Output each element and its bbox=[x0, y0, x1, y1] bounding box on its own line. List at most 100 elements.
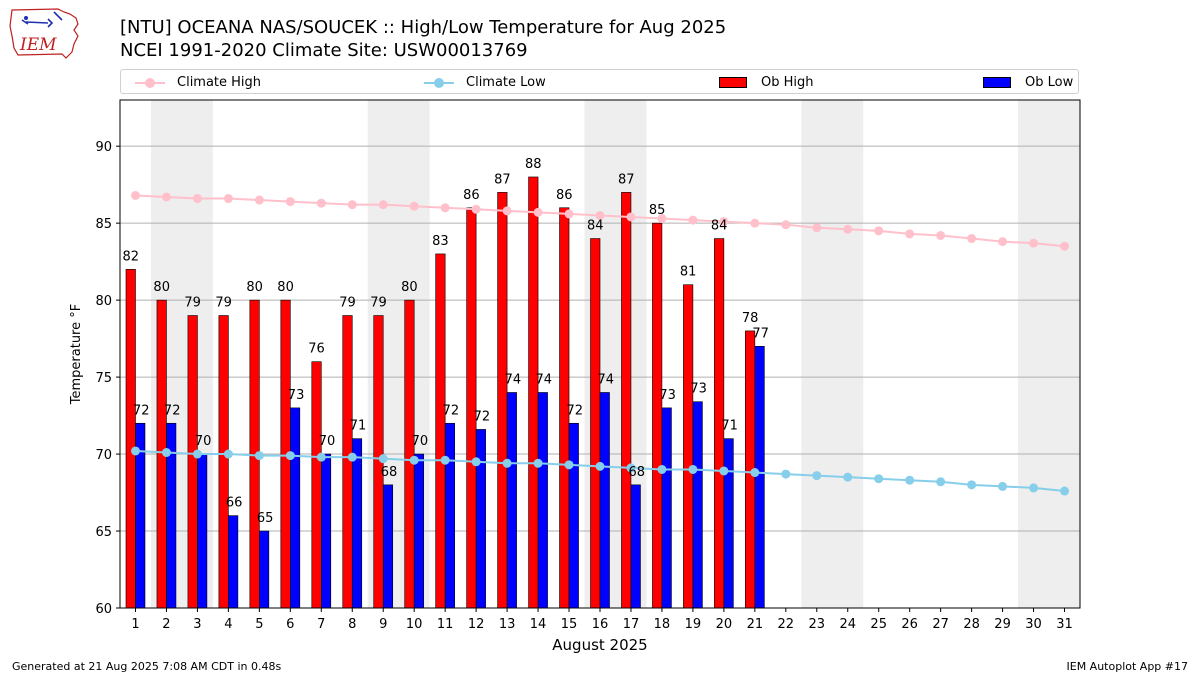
climate-low-point bbox=[471, 457, 481, 467]
climate-low-legend-icon bbox=[424, 77, 454, 88]
climate-high-point bbox=[843, 224, 853, 234]
climate-low-point bbox=[533, 458, 543, 468]
ob-high-bar bbox=[590, 238, 601, 609]
ob-low-bar bbox=[259, 530, 270, 609]
climate-low-point bbox=[626, 463, 636, 473]
x-tick-label: 12 bbox=[468, 617, 485, 632]
ob-high-bar bbox=[466, 207, 477, 609]
legend-item-climate-high: Climate High bbox=[135, 70, 261, 95]
climate-high-legend-icon bbox=[135, 77, 165, 88]
ob-low-bar bbox=[351, 438, 363, 609]
climate-low-point bbox=[967, 480, 977, 490]
ob-high-value-label: 84 bbox=[711, 219, 728, 234]
iem-logo: IEM bbox=[9, 8, 79, 59]
ob-high-value-label: 81 bbox=[680, 265, 697, 280]
ob-high-value-label: 86 bbox=[463, 188, 480, 203]
climate-high-point bbox=[564, 209, 574, 219]
y-tick-label: 75 bbox=[95, 371, 112, 386]
climate-low-point bbox=[285, 451, 295, 461]
x-tick-label: 30 bbox=[1025, 617, 1042, 632]
ob-low-value-label: 73 bbox=[659, 388, 676, 403]
climate-low-point bbox=[998, 481, 1008, 491]
chart-subtitle: NCEI 1991-2020 Climate Site: USW00013769 bbox=[120, 40, 528, 61]
x-tick-label: 8 bbox=[348, 617, 356, 632]
x-tick-label: 2 bbox=[162, 617, 170, 632]
climate-high-point bbox=[502, 206, 512, 216]
climate-high-point bbox=[750, 218, 760, 228]
climate-high-point bbox=[285, 197, 295, 207]
ob-low-value-label: 72 bbox=[133, 403, 150, 418]
climate-high-point bbox=[998, 237, 1008, 247]
weekend-band bbox=[801, 100, 864, 608]
ob-high-bar bbox=[218, 315, 229, 609]
x-tick-label: 21 bbox=[747, 617, 764, 632]
climate-low-point bbox=[781, 469, 791, 479]
y-tick-label: 70 bbox=[95, 448, 112, 463]
climate-high-point bbox=[595, 210, 605, 220]
ob-low-bar bbox=[320, 453, 332, 609]
x-tick-label: 14 bbox=[530, 617, 547, 632]
y-tick-label: 85 bbox=[95, 217, 112, 232]
climate-high-point bbox=[378, 200, 388, 210]
x-tick-label: 24 bbox=[839, 617, 856, 632]
ob-high-bar bbox=[683, 284, 694, 609]
climate-low-point bbox=[378, 454, 388, 464]
ob-low-bar bbox=[692, 401, 703, 609]
ob-low-value-label: 77 bbox=[752, 326, 769, 341]
ob-high-value-label: 87 bbox=[494, 172, 511, 187]
climate-low-point bbox=[719, 466, 729, 476]
climate-low-point bbox=[595, 461, 605, 471]
ob-low-bar bbox=[197, 453, 208, 609]
x-tick-label: 18 bbox=[654, 617, 671, 632]
x-tick-label: 10 bbox=[406, 617, 423, 632]
climate-low-point bbox=[223, 449, 233, 459]
ob-low-value-label: 72 bbox=[474, 409, 491, 424]
ob-low-value-label: 70 bbox=[412, 434, 429, 449]
x-tick-label: 26 bbox=[901, 617, 918, 632]
climate-low-point bbox=[812, 471, 822, 481]
ob-high-value-label: 79 bbox=[370, 296, 387, 311]
ob-low-bar bbox=[413, 453, 424, 609]
climate-low-point bbox=[936, 477, 946, 487]
ob-low-value-label: 74 bbox=[597, 372, 614, 387]
climate-low-point bbox=[843, 472, 853, 482]
ob-high-value-label: 80 bbox=[153, 280, 170, 295]
ob-low-bar bbox=[723, 438, 734, 609]
ob-high-legend-icon bbox=[719, 77, 747, 88]
ob-low-bar bbox=[754, 346, 765, 609]
legend-item-climate-low: Climate Low bbox=[424, 70, 546, 95]
ob-high-value-label: 82 bbox=[122, 249, 139, 264]
legend-label: Ob High bbox=[761, 75, 814, 90]
ob-high-value-label: 88 bbox=[525, 157, 542, 172]
x-tick-label: 27 bbox=[932, 617, 949, 632]
climate-low-point bbox=[254, 451, 264, 461]
climate-high-point bbox=[781, 220, 791, 230]
climate-high-point bbox=[161, 192, 171, 202]
climate-low-point bbox=[130, 446, 140, 456]
ob-high-bar bbox=[497, 192, 508, 609]
app-credit: IEM Autoplot App #17 bbox=[1066, 660, 1189, 673]
y-axis-label: Temperature °F bbox=[69, 304, 84, 405]
x-tick-label: 20 bbox=[716, 617, 733, 632]
climate-high-point bbox=[626, 212, 636, 222]
climate-low-point bbox=[1029, 483, 1039, 493]
x-axis-label: August 2025 bbox=[552, 636, 647, 654]
ob-high-bar bbox=[125, 269, 136, 609]
ob-low-value-label: 71 bbox=[721, 419, 738, 434]
weekend-band bbox=[1018, 100, 1080, 608]
ob-low-bar bbox=[506, 392, 517, 609]
climate-high-point bbox=[533, 207, 543, 217]
ob-high-value-label: 78 bbox=[742, 311, 759, 326]
ob-low-value-label: 72 bbox=[164, 403, 181, 418]
ob-low-value-label: 68 bbox=[628, 465, 645, 480]
ob-low-value-label: 74 bbox=[505, 372, 522, 387]
climate-low-point bbox=[750, 468, 760, 478]
ob-low-value-label: 71 bbox=[350, 419, 367, 434]
legend-label: Climate High bbox=[177, 75, 262, 90]
climate-high-point bbox=[812, 223, 822, 233]
generated-timestamp: Generated at 21 Aug 2025 7:08 AM CDT in … bbox=[12, 660, 282, 673]
climate-low-point bbox=[502, 458, 512, 468]
ob-low-bar bbox=[475, 429, 486, 609]
ob-high-value-label: 79 bbox=[339, 296, 356, 311]
